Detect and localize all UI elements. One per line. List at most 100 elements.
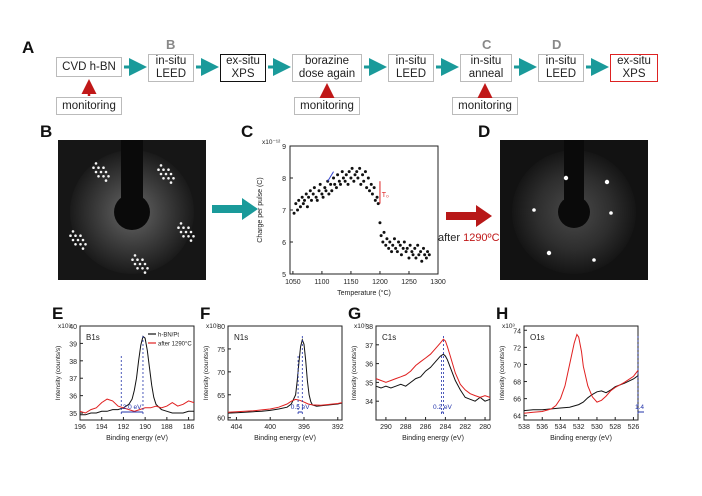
data-point	[315, 198, 319, 202]
data-point	[419, 250, 423, 254]
leed-spot	[131, 258, 134, 261]
leed-spot	[133, 254, 137, 257]
leed-spot	[81, 238, 85, 242]
leed-spot	[546, 250, 552, 256]
leed-spot	[71, 230, 75, 233]
leed-spot	[592, 258, 596, 262]
data-point	[404, 250, 408, 254]
data-point	[340, 170, 344, 174]
y-tick-label: 70	[217, 370, 225, 377]
series-line	[227, 338, 343, 414]
x-tick-label: 400	[264, 424, 276, 431]
data-point	[413, 246, 417, 250]
data-point	[387, 246, 391, 250]
y-tick-label: 65	[217, 393, 225, 400]
leed-spot	[81, 247, 85, 250]
legend-label: h-BN/Pt	[158, 333, 179, 339]
x-tick-label: 536	[536, 424, 548, 431]
leed-spot	[164, 172, 168, 176]
leed-spot	[102, 166, 105, 169]
leed-spot	[102, 175, 105, 178]
data-point	[297, 198, 301, 202]
data-point	[349, 176, 353, 180]
panel-label-f: F	[200, 304, 211, 323]
data-point	[330, 189, 334, 193]
series-line	[79, 398, 195, 414]
data-point	[392, 237, 396, 241]
series-line	[80, 335, 194, 416]
leed-spot	[189, 239, 193, 242]
data-point	[390, 250, 394, 254]
leed-spot	[84, 243, 87, 246]
leed-spot	[92, 166, 95, 169]
spectrum-title: O1s	[530, 333, 545, 342]
leed-spot	[99, 170, 103, 174]
leed-spot	[182, 226, 185, 229]
leed-spot	[104, 170, 108, 174]
y-tick-label: 64	[513, 414, 521, 421]
y-tick-label: 34	[365, 399, 373, 406]
data-point	[366, 176, 370, 180]
x-axis-label: Binding energy (eV)	[402, 435, 464, 442]
monitoring-box-3: monitoring	[452, 97, 518, 115]
x-tick-label: 404	[231, 424, 243, 431]
data-point	[307, 195, 311, 199]
panel-label-d: D	[478, 122, 491, 141]
leed-spot	[563, 175, 569, 181]
leed-spot	[107, 175, 110, 178]
data-point	[314, 195, 318, 199]
xps-b1s-chart: 40 39 38 37 36 35 196 194 192 190 188 186 x10³ Bindin…	[55, 323, 195, 442]
data-point	[334, 186, 338, 190]
leed-spot	[187, 235, 190, 238]
data-point	[352, 179, 356, 183]
x-tick-label: 1250	[401, 279, 417, 286]
data-point	[317, 189, 321, 193]
x-tick-label: 290	[380, 424, 392, 431]
x-tick-label: 282	[459, 424, 471, 431]
x-tick-label: 190	[139, 424, 151, 431]
data-point	[405, 246, 409, 250]
data-point	[311, 192, 315, 196]
data-point	[385, 237, 389, 241]
axis-exponent: x10³	[206, 323, 219, 330]
data-point	[332, 176, 336, 180]
leed-spot	[169, 172, 173, 176]
data-point	[305, 205, 309, 209]
axis-exponent: x10⁻¹²	[262, 139, 281, 146]
leed-spot	[167, 177, 170, 180]
shift-label: 2.0 eV	[123, 404, 142, 411]
y-tick-label: 72	[513, 345, 521, 352]
leed-spot	[159, 164, 163, 167]
leed-spot	[609, 211, 613, 215]
x-tick-label: 1300	[430, 279, 446, 286]
x-tick-label: 526	[628, 424, 640, 431]
flow-step-exsitu-xps-1: ex-situ XPS	[220, 54, 266, 82]
flow-step-insitu-leed-2: in-situ LEED	[388, 54, 434, 82]
flow-step-insitu-leed-3: in-situ LEED	[538, 54, 584, 82]
series-line	[227, 398, 343, 413]
axis-exponent: x10³	[58, 323, 71, 330]
data-point	[402, 240, 406, 244]
x-tick-label: 396	[298, 424, 310, 431]
data-point	[300, 195, 304, 199]
x-axis-label: Temperature (°C)	[337, 289, 391, 297]
data-point	[318, 182, 322, 186]
plot-frame	[375, 325, 491, 421]
data-point	[395, 250, 399, 254]
y-axis-label: Intensity (counts/s)	[203, 346, 210, 401]
data-point	[312, 186, 316, 190]
leed-spot	[184, 230, 188, 234]
series-line	[523, 333, 639, 414]
y-tick-label: 35	[365, 380, 373, 387]
y-axis-label: Intensity (counts/s)	[351, 346, 358, 401]
leed-spot	[141, 267, 144, 270]
step-label-c: C	[482, 37, 492, 52]
y-tick-label: 70	[513, 362, 521, 369]
x-tick-label: 528	[609, 424, 621, 431]
axis-exponent: x10³	[354, 323, 367, 330]
data-point	[408, 243, 412, 247]
leed-spot	[74, 243, 77, 246]
monitoring-box-1: monitoring	[56, 97, 122, 115]
x-tick-label: 534	[555, 424, 567, 431]
